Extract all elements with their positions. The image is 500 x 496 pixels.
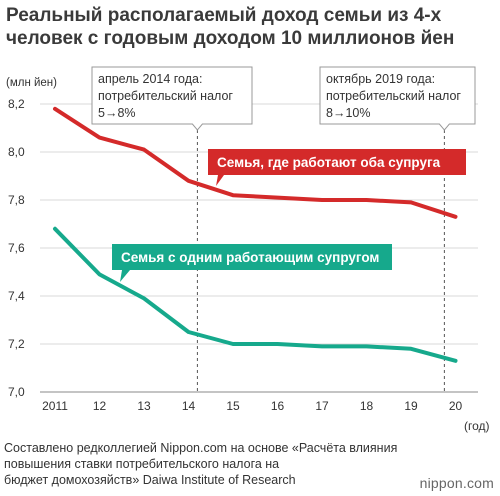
series-label: Семья с одним работающим супругом	[121, 250, 379, 265]
nippon-logo: nippon.com	[419, 475, 494, 491]
series-label: Семья, где работают оба супруга	[217, 155, 441, 170]
y-tick-label: 7,2	[8, 337, 25, 351]
x-tick-label: 14	[182, 399, 196, 413]
x-tick-label: 19	[404, 399, 418, 413]
source-note: Составлено редколлегией Nippon.com на ос…	[4, 440, 424, 488]
y-axis-label: (млн йен)	[6, 77, 57, 89]
x-tick-label: 12	[93, 399, 107, 413]
series-line	[53, 106, 458, 219]
event-callout-box	[91, 66, 253, 131]
series-label-box	[112, 244, 392, 270]
title-line-2: человек с годовым доходом 10 миллионов й…	[6, 28, 455, 49]
x-tick-label: 2011	[42, 399, 68, 413]
series-label-pointer	[120, 270, 130, 282]
y-tick-label: 8,0	[8, 145, 25, 159]
event-callout-text: 5→8%	[98, 106, 136, 120]
y-tick-label: 7,8	[8, 193, 25, 207]
event-callout-text: апрель 2014 года:	[98, 72, 202, 86]
title-line-1: Реальный располагаемый доход семьи из 4-…	[6, 5, 442, 26]
series-label-box	[208, 149, 466, 175]
chart-title: Реальный располагаемый доход семьи из 4-…	[6, 4, 496, 50]
x-tick-label: 18	[360, 399, 374, 413]
x-tick-label: 17	[315, 399, 329, 413]
x-tick-label: 20	[449, 399, 463, 413]
x-tick-label: 13	[137, 399, 151, 413]
event-callout-box	[319, 66, 476, 131]
event-callout-text: 8→10%	[326, 106, 370, 120]
series-label-pointer	[216, 175, 224, 186]
x-tick-label: 16	[271, 399, 285, 413]
source-line-1: Составлено редколлегией Nippon.com на ос…	[4, 441, 398, 455]
line-chart: 7,0 7,2 7,4 7,6 7,8 8,0 8,2 (млн йен) 2011 12 13 14…	[6, 66, 490, 433]
event-callout-text: октябрь 2019 года:	[326, 72, 435, 86]
x-axis-label: (год)	[464, 419, 490, 433]
event-callout-text: потребительский налог	[326, 89, 461, 103]
series-line	[53, 226, 458, 363]
y-tick-label: 7,6	[8, 241, 25, 255]
source-line-2: повышения ставки потребительского налога…	[4, 457, 280, 471]
y-tick-label: 7,0	[8, 385, 25, 399]
event-callout-text: потребительский налог	[98, 89, 233, 103]
y-tick-label: 8,2	[8, 97, 25, 111]
x-tick-label: 15	[226, 399, 240, 413]
y-tick-label: 7,4	[8, 289, 25, 303]
source-line-3: бюджет домохозяйств» Daiwa Institute of …	[4, 473, 296, 487]
